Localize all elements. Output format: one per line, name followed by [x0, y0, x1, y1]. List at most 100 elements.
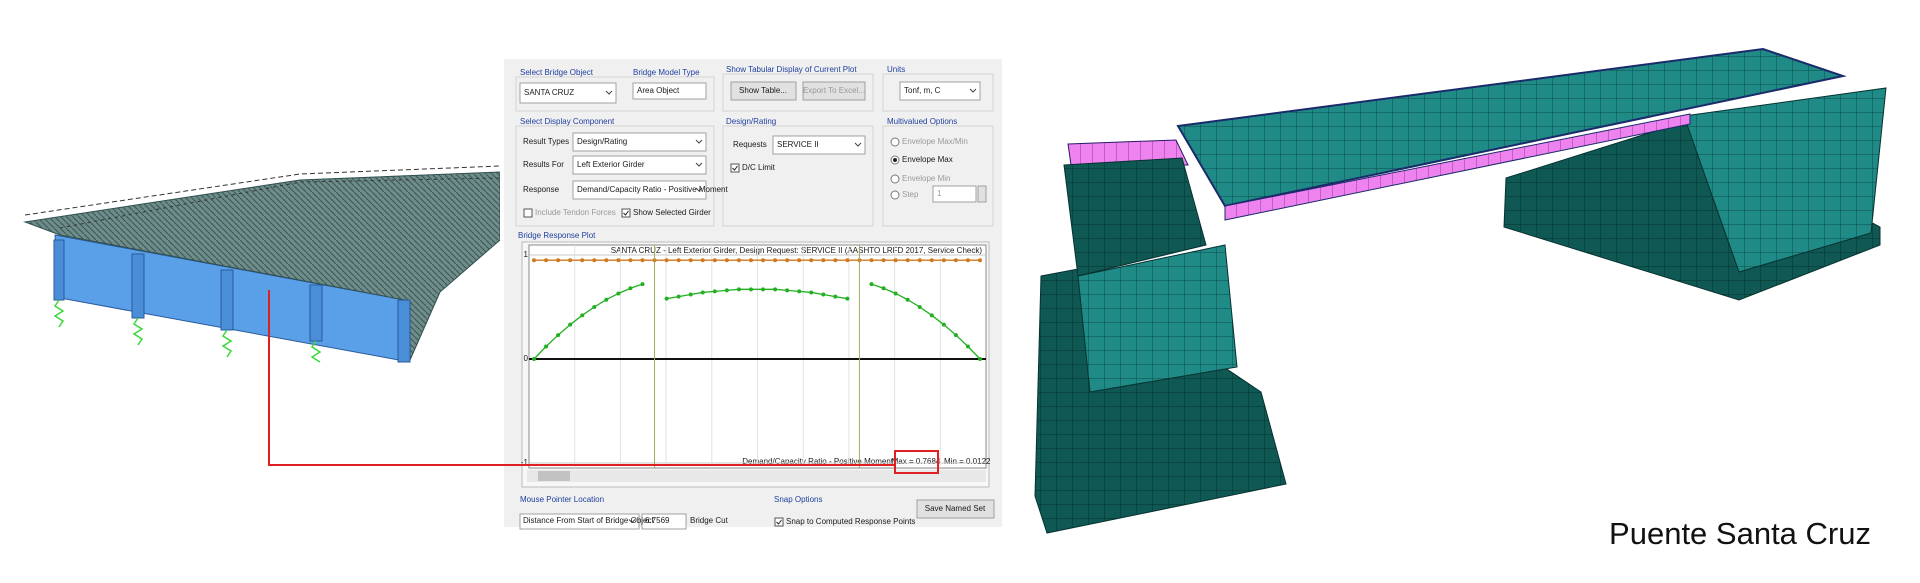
point	[869, 258, 874, 263]
right-model	[1034, 47, 1887, 534]
text-box[interactable]	[641, 513, 687, 530]
point	[917, 258, 922, 263]
point	[628, 258, 633, 263]
point	[664, 258, 669, 263]
group-box	[515, 76, 715, 112]
dialog-text: Envelope Max/Min	[902, 137, 968, 146]
point	[773, 258, 778, 263]
radio[interactable]	[890, 137, 900, 147]
dialog-text: Design/Rating	[726, 117, 776, 126]
radio[interactable]	[890, 190, 900, 200]
text-box[interactable]	[932, 185, 977, 203]
y-tick-label: 1	[524, 250, 529, 259]
dialog-text: Envelope Max	[902, 155, 953, 164]
dropdown-arrow	[969, 88, 977, 93]
point	[845, 258, 850, 263]
point	[965, 258, 970, 263]
point	[748, 258, 753, 263]
dropdown-arrow	[605, 90, 613, 95]
point	[736, 258, 741, 263]
deck-edge	[1224, 113, 1691, 221]
dialog-text: Bridge Response Plot	[518, 231, 596, 240]
dialog-text: Bridge Model Type	[633, 68, 700, 77]
point	[592, 258, 597, 263]
point	[905, 297, 910, 302]
deck	[23, 171, 501, 361]
point	[917, 305, 922, 309]
dialog-text: Tonf, m, C	[904, 86, 941, 95]
combo-box[interactable]	[572, 132, 707, 152]
scroll-thumb[interactable]	[538, 471, 570, 481]
check-mark	[732, 165, 738, 171]
point	[845, 296, 850, 301]
button[interactable]	[916, 499, 995, 519]
combo-box[interactable]	[572, 180, 707, 200]
point	[544, 258, 549, 263]
combo-box[interactable]	[772, 135, 866, 155]
point	[833, 294, 838, 299]
point	[640, 258, 645, 263]
point	[568, 322, 573, 327]
checkbox[interactable]	[774, 517, 784, 527]
dialog-text: Requests	[733, 140, 767, 149]
dialog-text: Save Named Set	[925, 504, 986, 513]
checkbox[interactable]	[621, 208, 631, 218]
combo-box[interactable]	[519, 82, 617, 104]
y-tick-label: 0	[524, 354, 529, 363]
point	[953, 333, 958, 338]
dialog-text: Result Types	[523, 137, 569, 146]
deck	[1176, 47, 1847, 208]
combo-box[interactable]	[899, 81, 981, 101]
abutment-wall	[1683, 87, 1887, 273]
text-box[interactable]	[632, 82, 707, 100]
caption: Puente Santa Cruz	[1609, 516, 1871, 551]
point	[773, 287, 778, 292]
bearing	[53, 299, 322, 363]
dialog-text: Snap Options	[774, 495, 822, 504]
dialog-text: Response	[523, 185, 560, 194]
scrollbar[interactable]	[527, 470, 986, 482]
dialog-text: Multivalued Options	[887, 117, 957, 126]
dialog-text: Distance From Start of Bridge Object	[523, 516, 654, 525]
check-mark	[776, 519, 782, 525]
point	[592, 305, 597, 309]
point	[700, 290, 705, 295]
radio[interactable]	[890, 174, 900, 184]
point	[580, 258, 585, 263]
button[interactable]	[730, 81, 797, 101]
point	[809, 258, 814, 263]
dialog-text: Export To Excel...	[803, 86, 865, 95]
dialog-text: 6.7569	[645, 516, 670, 525]
combo-box[interactable]	[572, 155, 707, 175]
checkbox[interactable]	[523, 208, 533, 218]
pier	[309, 284, 323, 342]
point	[556, 258, 561, 263]
spinner[interactable]	[977, 185, 987, 203]
point	[893, 258, 898, 263]
dialog-text: Units	[887, 65, 905, 74]
point	[676, 294, 681, 299]
dialog-text: Envelope Min	[902, 174, 950, 183]
point	[893, 291, 898, 296]
point	[833, 258, 838, 263]
dropdown-arrow	[695, 187, 703, 192]
point	[797, 289, 802, 294]
dialog-text: SANTA CRUZ	[524, 88, 574, 97]
button[interactable]	[802, 81, 866, 101]
point	[724, 258, 729, 263]
pier	[131, 253, 145, 319]
callout-line	[268, 290, 895, 466]
group-box	[722, 125, 874, 227]
dropdown-arrow	[695, 139, 703, 144]
dialog-text: Demand/Capacity Ratio - Positive Moment	[577, 185, 729, 194]
point	[965, 344, 970, 349]
combo-box[interactable]	[519, 513, 640, 530]
checkbox[interactable]	[730, 163, 740, 173]
left-render	[23, 165, 501, 363]
deck-edge	[1067, 139, 1189, 166]
point	[929, 313, 934, 318]
point	[676, 258, 681, 263]
dialog-text: Left Exterior Girder	[577, 160, 645, 169]
group-box	[722, 73, 874, 112]
